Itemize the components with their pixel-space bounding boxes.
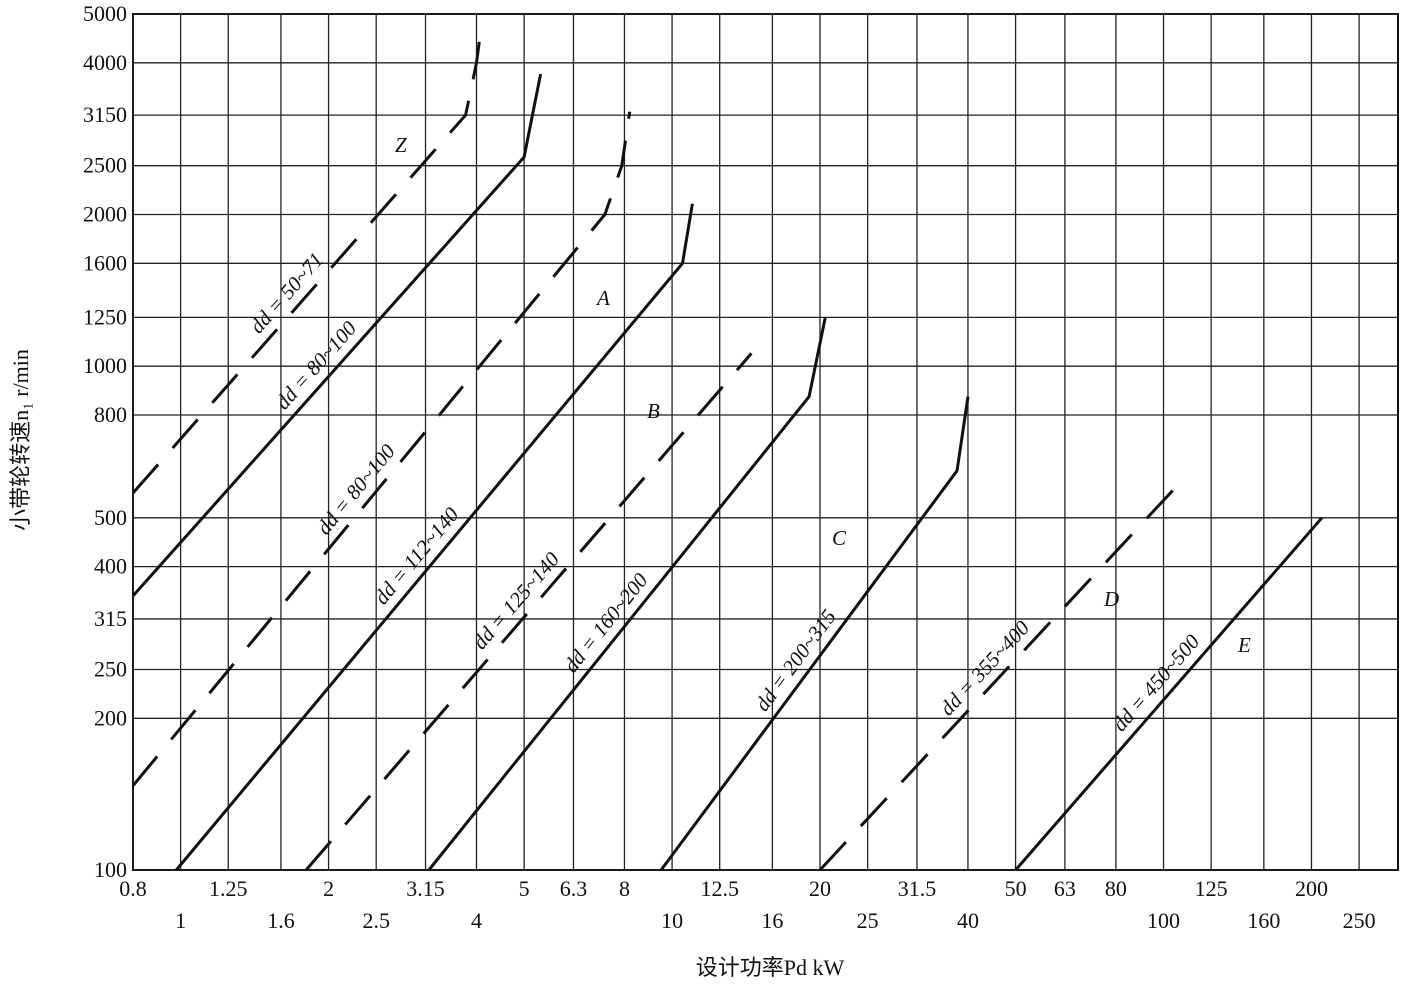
x-tick-label: 2 [323, 876, 334, 901]
x-tick-label: 40 [957, 908, 979, 933]
x-tick-label: 3.15 [406, 876, 445, 901]
x-tick-label: 63 [1054, 876, 1076, 901]
x-tick-label: 5 [519, 876, 530, 901]
y-tick-label: 100 [94, 857, 127, 882]
curve [818, 488, 1175, 872]
region-label: C [832, 526, 847, 550]
curve [131, 73, 543, 597]
y-tick-label: 200 [94, 705, 127, 730]
plot-frame [132, 13, 1399, 871]
curve-label: dd = 50~71 [245, 248, 328, 338]
curve [659, 396, 970, 871]
region-label: E [1237, 633, 1251, 657]
y-tick-label: 5000 [83, 1, 127, 26]
curve-label: dd = 125~140 [468, 547, 565, 654]
y-tick-label: 250 [94, 657, 127, 682]
x-tick-label: 250 [1343, 908, 1376, 933]
region-label: D [1103, 587, 1119, 611]
y-tick-label: 3150 [83, 102, 127, 127]
x-tick-label: 31.5 [898, 876, 937, 901]
y-tick-label: 400 [94, 554, 127, 579]
x-tick-label: 50 [1005, 876, 1027, 901]
y-tick-label: 4000 [83, 50, 127, 75]
y-tick-label: 2500 [83, 153, 127, 178]
curve [175, 203, 694, 871]
x-tick-label: 25 [857, 908, 879, 933]
x-tick-label: 20 [809, 876, 831, 901]
x-tick-label: 4 [471, 908, 482, 933]
region-label: B [647, 399, 660, 423]
x-tick-label: 16 [761, 908, 783, 933]
x-tick-label: 100 [1147, 908, 1180, 933]
curve-label: dd = 355~400 [935, 616, 1035, 721]
x-tick-label: 12.5 [700, 876, 739, 901]
curve [427, 316, 827, 871]
y-tick-label: 1250 [83, 304, 127, 329]
x-tick-label: 160 [1247, 908, 1280, 933]
y-axis-label: 小带轮转速n₁ r/min [8, 349, 33, 531]
x-tick-label: 2.5 [362, 908, 390, 933]
curve [1014, 516, 1324, 871]
curve-label: dd = 450~500 [1107, 629, 1204, 736]
x-tick-label: 80 [1105, 876, 1127, 901]
x-tick-label: 200 [1295, 876, 1328, 901]
curve-label: dd = 80~100 [312, 439, 401, 539]
curve [131, 22, 484, 494]
y-tick-label: 315 [94, 606, 127, 631]
y-tick-label: 1600 [83, 250, 127, 275]
x-axis-label: 设计功率Pd kW [696, 955, 845, 980]
x-tick-label: 1.25 [209, 876, 248, 901]
x-tick-label: 10 [661, 908, 683, 933]
curve-label: dd = 200~315 [750, 605, 841, 716]
x-tick-label: 1 [175, 908, 186, 933]
curve [131, 111, 632, 787]
curve [304, 352, 753, 871]
x-tick-label: 1.6 [267, 908, 295, 933]
x-tick-label: 8 [619, 876, 630, 901]
y-tick-label: 500 [94, 505, 127, 530]
x-tick-label: 6.3 [560, 876, 588, 901]
x-tick-label: 125 [1195, 876, 1228, 901]
y-tick-label: 800 [94, 402, 127, 427]
region-label: A [595, 286, 610, 310]
curve-label: dd = 80~100 [270, 316, 361, 414]
y-tick-label: 2000 [83, 201, 127, 226]
x-tick-label: 0.8 [119, 876, 147, 901]
region-label: Z [395, 133, 407, 157]
y-tick-label: 1000 [83, 353, 127, 378]
